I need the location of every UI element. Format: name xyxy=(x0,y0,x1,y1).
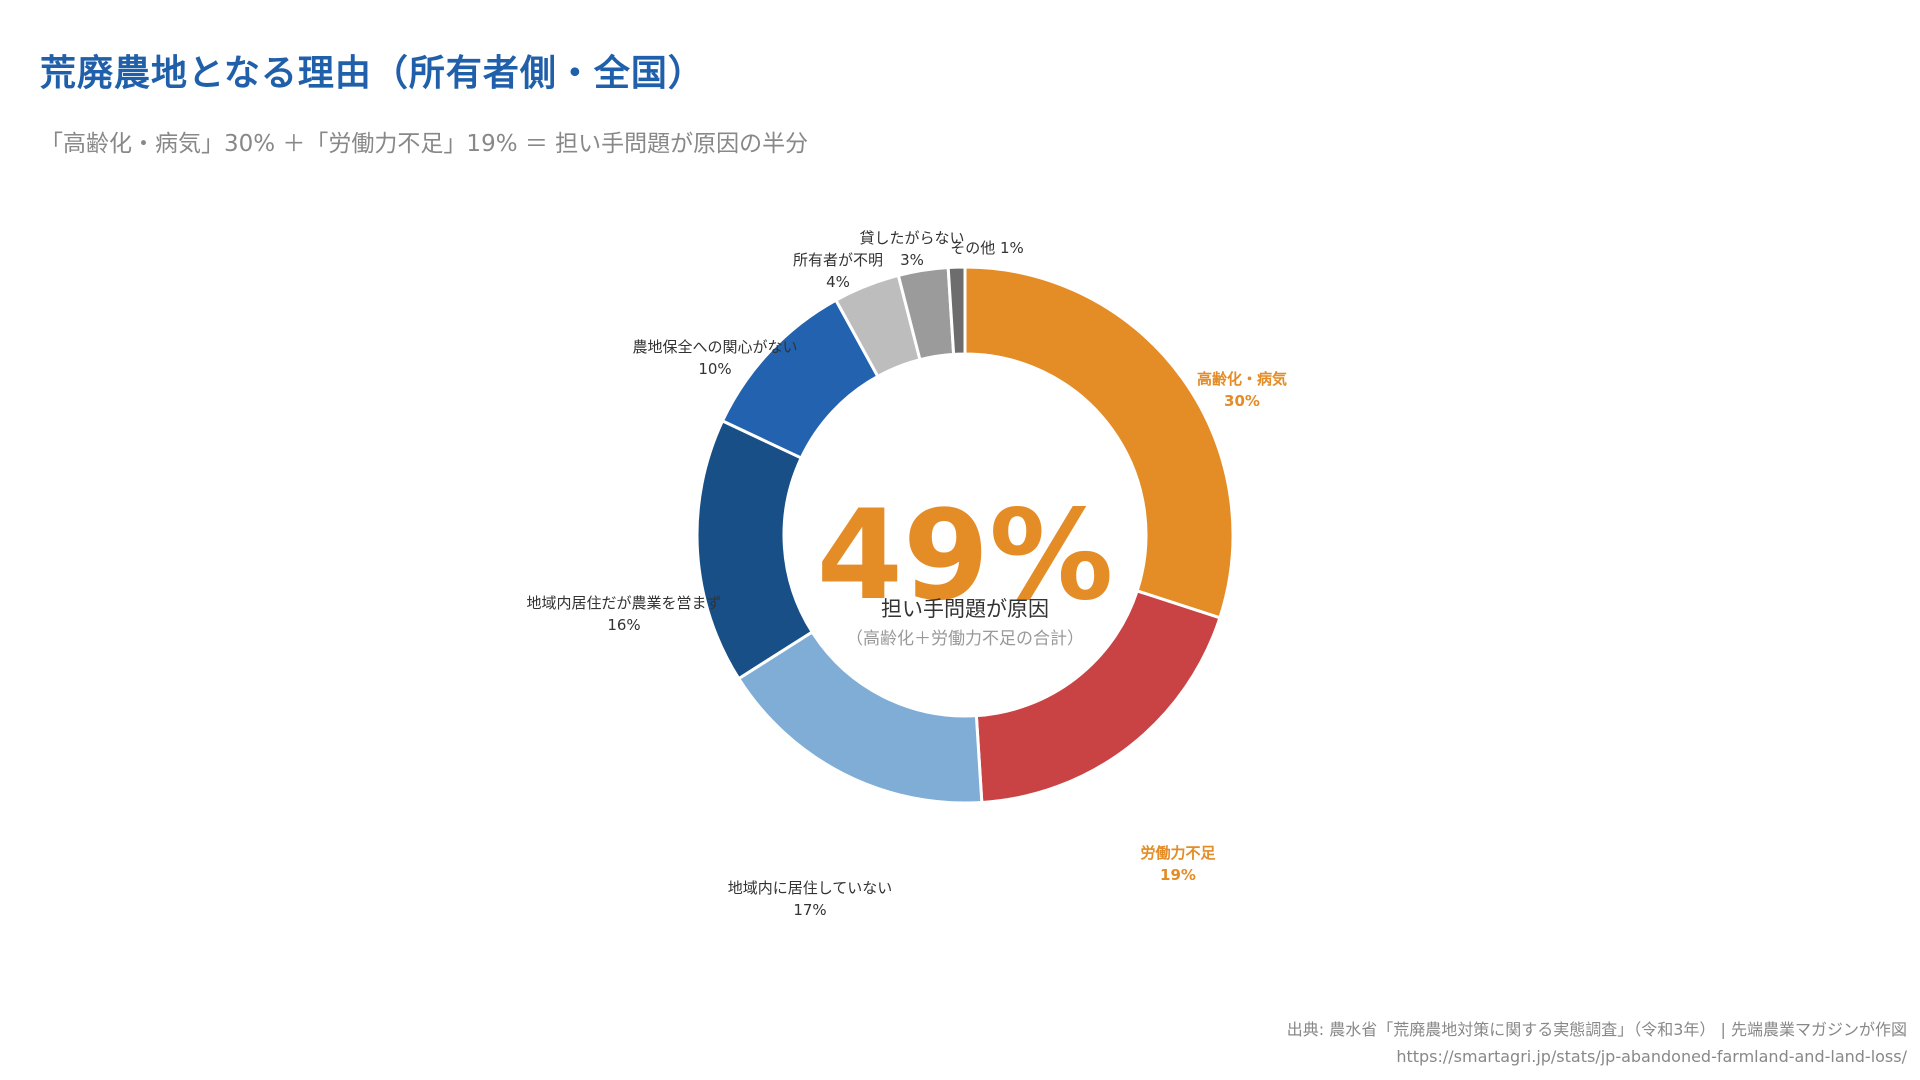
slice-label-7: 貸したがらない 3% xyxy=(859,229,964,269)
slice-label-5: 農地保全への関心がない 10% xyxy=(632,338,797,378)
donut-slice-4[interactable] xyxy=(695,418,815,681)
page-title: 荒廃農地となる理由（所有者側・全国） xyxy=(40,53,705,94)
source-citation: 出典: 農水省「荒廃農地対策に関する実態調査」（令和3年） | 先端農業マガジン… xyxy=(1286,1020,1907,1039)
donut-slice-1[interactable] xyxy=(963,265,1235,620)
center-annotation: 49% 担い手問題が原因 （高齢化＋労働力不足の合計） xyxy=(817,484,1114,649)
source-url[interactable]: https://smartagri.jp/stats/jp-abandoned-… xyxy=(1396,1047,1907,1066)
center-main-label: 担い手問題が原因 xyxy=(881,597,1049,621)
donut-slices xyxy=(695,265,1235,805)
donut-slice-8[interactable] xyxy=(946,265,967,356)
donut-slice-3[interactable] xyxy=(736,629,984,805)
slice-label-6: 所有者が不明 4% xyxy=(793,251,883,291)
source-credit: 出典: 農水省「荒廃農地対策に関する実態調査」（令和3年） | 先端農業マガジン… xyxy=(1287,1016,1907,1070)
slice-label-1: 高齢化・病気 30% xyxy=(1197,370,1287,410)
center-percentage: 49% xyxy=(817,484,1114,628)
slice-label-8: その他 1% xyxy=(950,239,1024,257)
center-sub-label: （高齢化＋労働力不足の合計） xyxy=(846,629,1084,649)
slice-label-3: 地域内に居住していない 17% xyxy=(728,879,893,919)
page-subtitle: 「高齢化・病気」30% ＋「労働力不足」19% ＝ 担い手問題が原因の半分 xyxy=(40,131,809,157)
slice-label-2: 労働力不足 19% xyxy=(1140,844,1216,884)
slice-label-4: 地域内居住だが農業を営まず 16% xyxy=(526,594,721,634)
slice-labels: 高齢化・病気 30% 労働力不足 19% 地域内に居住していない 17% 地域内居住だが農業… xyxy=(526,229,1287,919)
